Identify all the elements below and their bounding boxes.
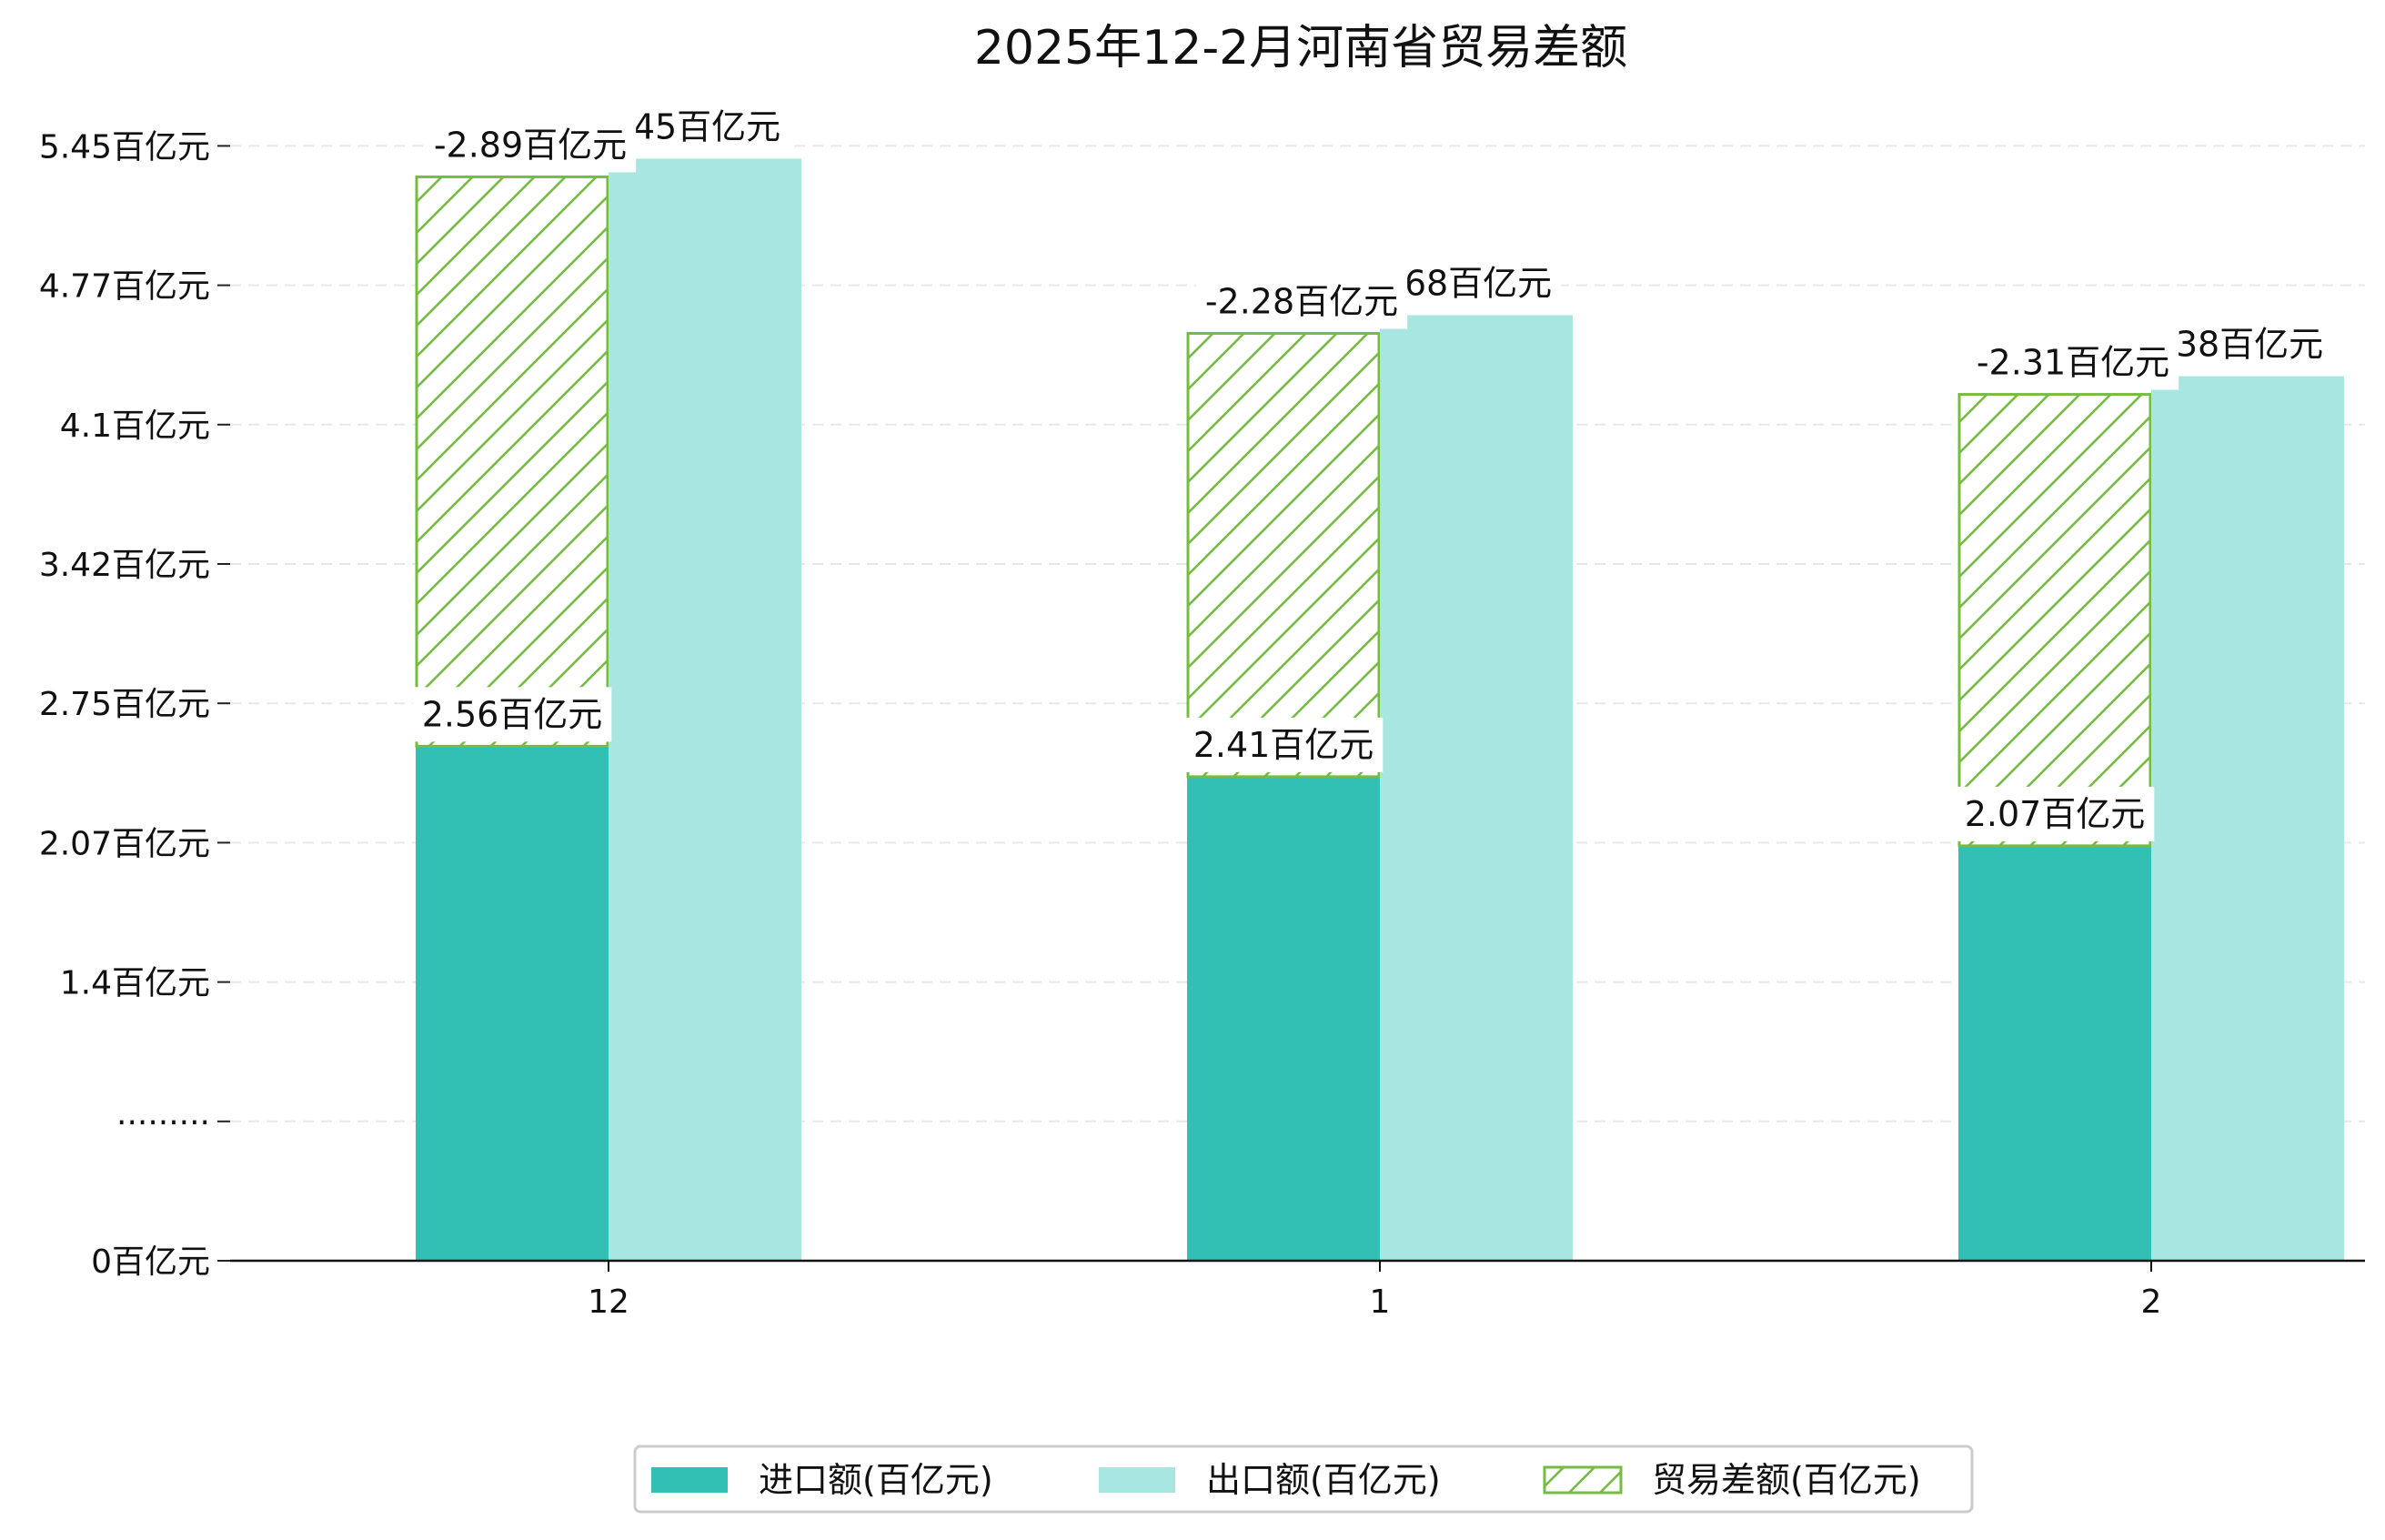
x-tick-label: 2 bbox=[2141, 1283, 2162, 1321]
data-label-import-text: 2.41百亿元 bbox=[1193, 725, 1374, 765]
bar-export bbox=[1380, 315, 1573, 1261]
data-label-export-bg bbox=[623, 99, 790, 155]
legend-swatch bbox=[1543, 1465, 1623, 1495]
legend-label: 贸易差额(百亿元) bbox=[1652, 1460, 1921, 1500]
bar-trade-balance bbox=[1186, 332, 1381, 779]
data-label-trade-balance-bg bbox=[1195, 274, 1408, 329]
data-label-export-text: 68百亿元 bbox=[1404, 264, 1552, 304]
data-label-import: 2.56百亿元 bbox=[412, 687, 612, 742]
legend-label: 出口额(百亿元) bbox=[1206, 1460, 1441, 1500]
data-label-trade-balance-text: -2.28百亿元 bbox=[1205, 282, 1398, 322]
bar-export bbox=[609, 158, 801, 1261]
bar-trade-balance bbox=[415, 175, 609, 748]
bar-import bbox=[1958, 845, 2151, 1261]
legend-swatch bbox=[651, 1467, 728, 1493]
x-tick-label: 1 bbox=[1370, 1283, 1391, 1321]
legend-label: 进口额(百亿元) bbox=[759, 1460, 993, 1500]
y-tick-label: 2.75百亿元 bbox=[39, 686, 210, 723]
data-label-import: 2.41百亿元 bbox=[1183, 717, 1384, 772]
y-tick-label: ········· bbox=[116, 1104, 210, 1142]
data-label-import: 2.07百亿元 bbox=[1955, 786, 2155, 841]
data-label-export-text: 45百亿元 bbox=[633, 106, 780, 146]
data-label-export: 68百亿元 bbox=[1394, 256, 1562, 311]
bar-trade-balance bbox=[1957, 393, 2152, 848]
data-label-trade-balance-text: -2.31百亿元 bbox=[1977, 343, 2169, 383]
bar-export bbox=[2151, 376, 2344, 1261]
legend-swatch bbox=[1099, 1467, 1175, 1493]
y-tick-label: 1.4百亿元 bbox=[60, 965, 210, 1002]
chart-title: 2025年12-2月河南省贸易差额 bbox=[974, 21, 1627, 75]
y-tick-label: 4.77百亿元 bbox=[39, 268, 210, 306]
y-tick-label: 4.1百亿元 bbox=[60, 408, 210, 445]
legend-item[interactable]: 进口额(百亿元) bbox=[651, 1460, 993, 1500]
data-label-trade-balance: -2.28百亿元 bbox=[1195, 274, 1408, 329]
data-label-trade-balance: -2.31百亿元 bbox=[1967, 335, 2179, 390]
data-label-import-bg bbox=[412, 687, 612, 742]
legend-item[interactable]: 出口额(百亿元) bbox=[1099, 1460, 1441, 1500]
y-tick-label: 0百亿元 bbox=[91, 1243, 210, 1281]
data-label-trade-balance: -2.89百亿元 bbox=[424, 117, 637, 173]
data-label-trade-balance-bg bbox=[424, 117, 637, 173]
y-tick-label: 2.07百亿元 bbox=[39, 825, 210, 862]
data-label-import-text: 2.56百亿元 bbox=[422, 694, 603, 734]
data-label-import-text: 2.07百亿元 bbox=[1965, 794, 2146, 834]
data-label-import-bg bbox=[1183, 717, 1384, 772]
data-label-trade-balance-text: -2.89百亿元 bbox=[434, 125, 627, 165]
y-tick-label: 3.42百亿元 bbox=[39, 547, 210, 584]
data-label-export: 45百亿元 bbox=[623, 99, 790, 155]
data-label-export-bg bbox=[2166, 317, 2333, 372]
data-label-export-bg bbox=[1394, 256, 1562, 311]
legend-box bbox=[633, 1444, 1974, 1514]
legend-item[interactable]: 贸易差额(百亿元) bbox=[1543, 1460, 1921, 1500]
data-label-trade-balance-bg bbox=[1967, 335, 2179, 390]
data-label-import-bg bbox=[1955, 786, 2155, 841]
y-tick-label: 5.45百亿元 bbox=[39, 128, 210, 166]
data-label-export: 38百亿元 bbox=[2166, 317, 2333, 372]
x-tick-label: 12 bbox=[588, 1283, 629, 1321]
bar-import bbox=[416, 746, 609, 1261]
data-label-export-text: 38百亿元 bbox=[2176, 325, 2323, 365]
bar-import bbox=[1187, 776, 1380, 1261]
